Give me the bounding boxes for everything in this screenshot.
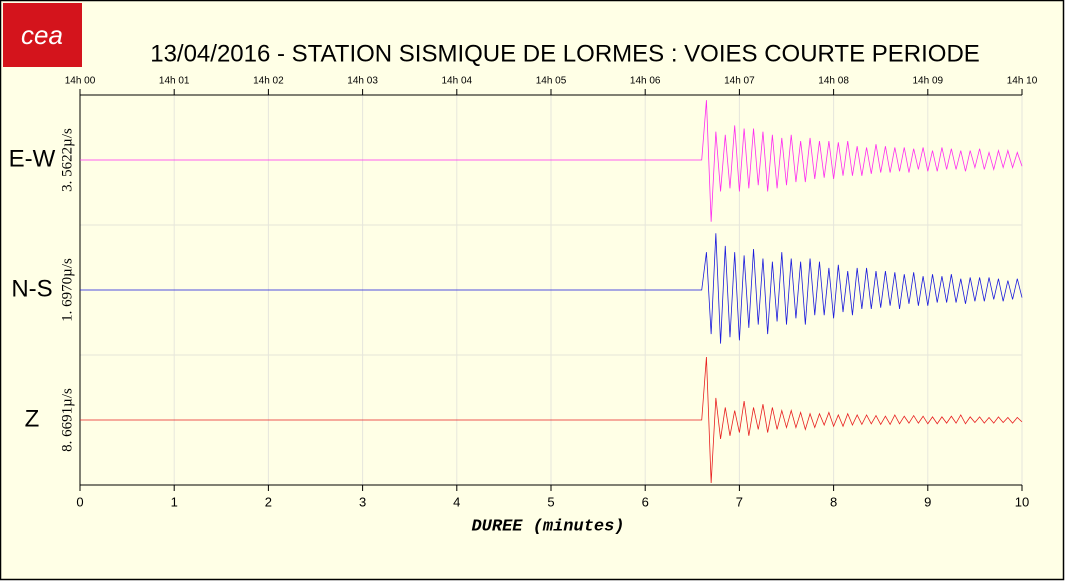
x2-tick-label: 14h 02: [253, 76, 284, 87]
x-tick-label: 8: [830, 494, 837, 509]
trace: [80, 233, 1023, 344]
x-tick-label: 6: [642, 494, 649, 509]
x2-tick-label: 14h 03: [347, 76, 378, 87]
x-tick-label: 9: [924, 494, 931, 509]
logo: cea: [21, 20, 63, 50]
scale-label: 8. 6691µ/s: [59, 388, 75, 452]
x2-tick-label: 14h 05: [536, 76, 567, 87]
x-tick-label: 5: [547, 494, 554, 509]
x2-tick-label: 14h 09: [913, 76, 944, 87]
x-tick-label: 10: [1015, 494, 1029, 509]
x2-tick-label: 14h 07: [724, 76, 755, 87]
logo-box: [3, 3, 82, 67]
series-label: E-W: [9, 145, 56, 172]
x-tick-label: 7: [736, 494, 743, 509]
x2-tick-label: 14h 10: [1007, 76, 1038, 87]
x2-tick-label: 14h 08: [818, 76, 849, 87]
scale-label: 3. 5622µ/s: [59, 128, 75, 192]
x-tick-label: 2: [265, 494, 272, 509]
x2-tick-label: 14h 04: [442, 76, 473, 87]
series-label: N-S: [11, 275, 52, 302]
chart-title: 13/04/2016 - STATION SISMIQUE DE LORMES …: [150, 40, 980, 67]
scale-label: 1. 6970µ/s: [59, 258, 75, 322]
x-tick-label: 4: [453, 494, 460, 509]
trace: [80, 100, 1023, 222]
x-tick-label: 3: [359, 494, 366, 509]
x2-tick-label: 14h 00: [65, 76, 96, 87]
x2-tick-label: 14h 01: [159, 76, 190, 87]
x2-tick-label: 14h 06: [630, 76, 661, 87]
x-tick-label: 1: [171, 494, 178, 509]
x-tick-label: 0: [76, 494, 83, 509]
trace: [80, 356, 1023, 484]
series-label: Z: [25, 405, 40, 432]
x-axis-label: DUREE (minutes): [471, 517, 624, 536]
